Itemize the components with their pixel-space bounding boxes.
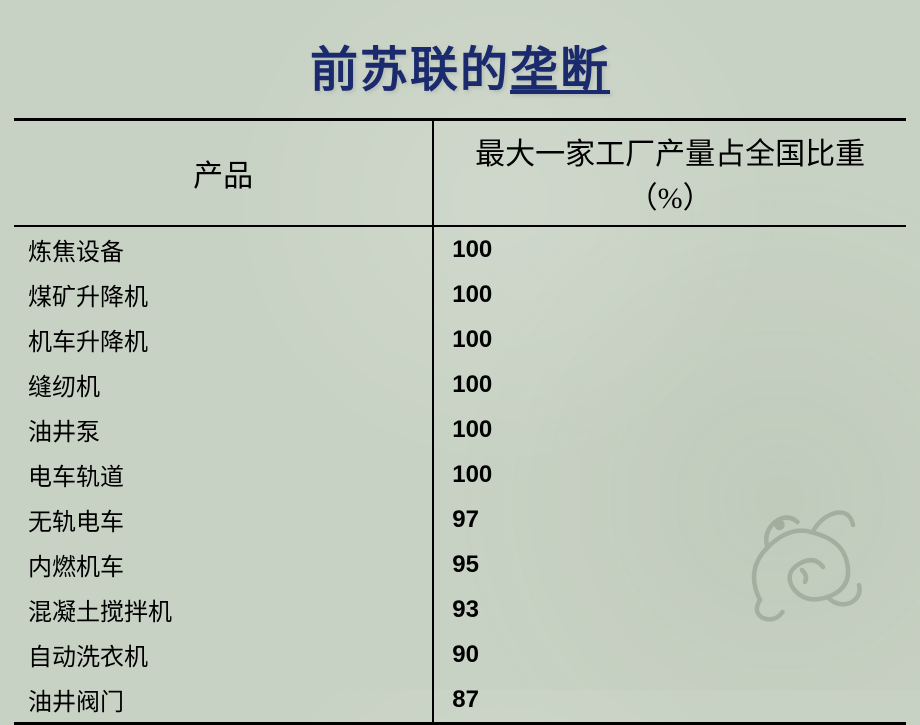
col-product: 产品 bbox=[14, 120, 433, 227]
cell-value: 90 bbox=[433, 632, 906, 677]
cell-value: 100 bbox=[433, 407, 906, 452]
cell-product: 混凝土搅拌机 bbox=[14, 587, 433, 632]
table-row: 油井阀门87 bbox=[14, 677, 906, 724]
cell-product: 炼焦设备 bbox=[14, 226, 433, 272]
cell-product: 煤矿升降机 bbox=[14, 272, 433, 317]
cell-product: 油井泵 bbox=[14, 407, 433, 452]
table-row: 煤矿升降机100 bbox=[14, 272, 906, 317]
table-row: 炼焦设备100 bbox=[14, 226, 906, 272]
table-row: 油井泵100 bbox=[14, 407, 906, 452]
cell-value: 100 bbox=[433, 362, 906, 407]
cell-product: 缝纫机 bbox=[14, 362, 433, 407]
col-share: 最大一家工厂产量占全国比重（%） bbox=[433, 120, 906, 227]
cell-value: 100 bbox=[433, 272, 906, 317]
cell-value: 87 bbox=[433, 677, 906, 724]
cell-value: 100 bbox=[433, 226, 906, 272]
table-body: 炼焦设备100 煤矿升降机100 机车升降机100 缝纫机100 油井泵100 … bbox=[14, 226, 906, 724]
cell-product: 油井阀门 bbox=[14, 677, 433, 724]
monopoly-table: 产品 最大一家工厂产量占全国比重（%） 炼焦设备100 煤矿升降机100 机车升… bbox=[14, 118, 906, 725]
cell-product: 无轨电车 bbox=[14, 497, 433, 542]
cell-product: 自动洗衣机 bbox=[14, 632, 433, 677]
title-prefix: 前苏联的 bbox=[310, 44, 510, 97]
table-row: 自动洗衣机90 bbox=[14, 632, 906, 677]
table-header-row: 产品 最大一家工厂产量占全国比重（%） bbox=[14, 120, 906, 227]
dragon-ornament-icon bbox=[730, 480, 880, 630]
cell-product: 电车轨道 bbox=[14, 452, 433, 497]
page-title: 前苏联的垄断 bbox=[14, 30, 906, 100]
table-row: 机车升降机100 bbox=[14, 317, 906, 362]
cell-value: 100 bbox=[433, 317, 906, 362]
cell-product: 机车升降机 bbox=[14, 317, 433, 362]
title-underlined: 垄断 bbox=[510, 44, 610, 97]
table-row: 缝纫机100 bbox=[14, 362, 906, 407]
cell-product: 内燃机车 bbox=[14, 542, 433, 587]
